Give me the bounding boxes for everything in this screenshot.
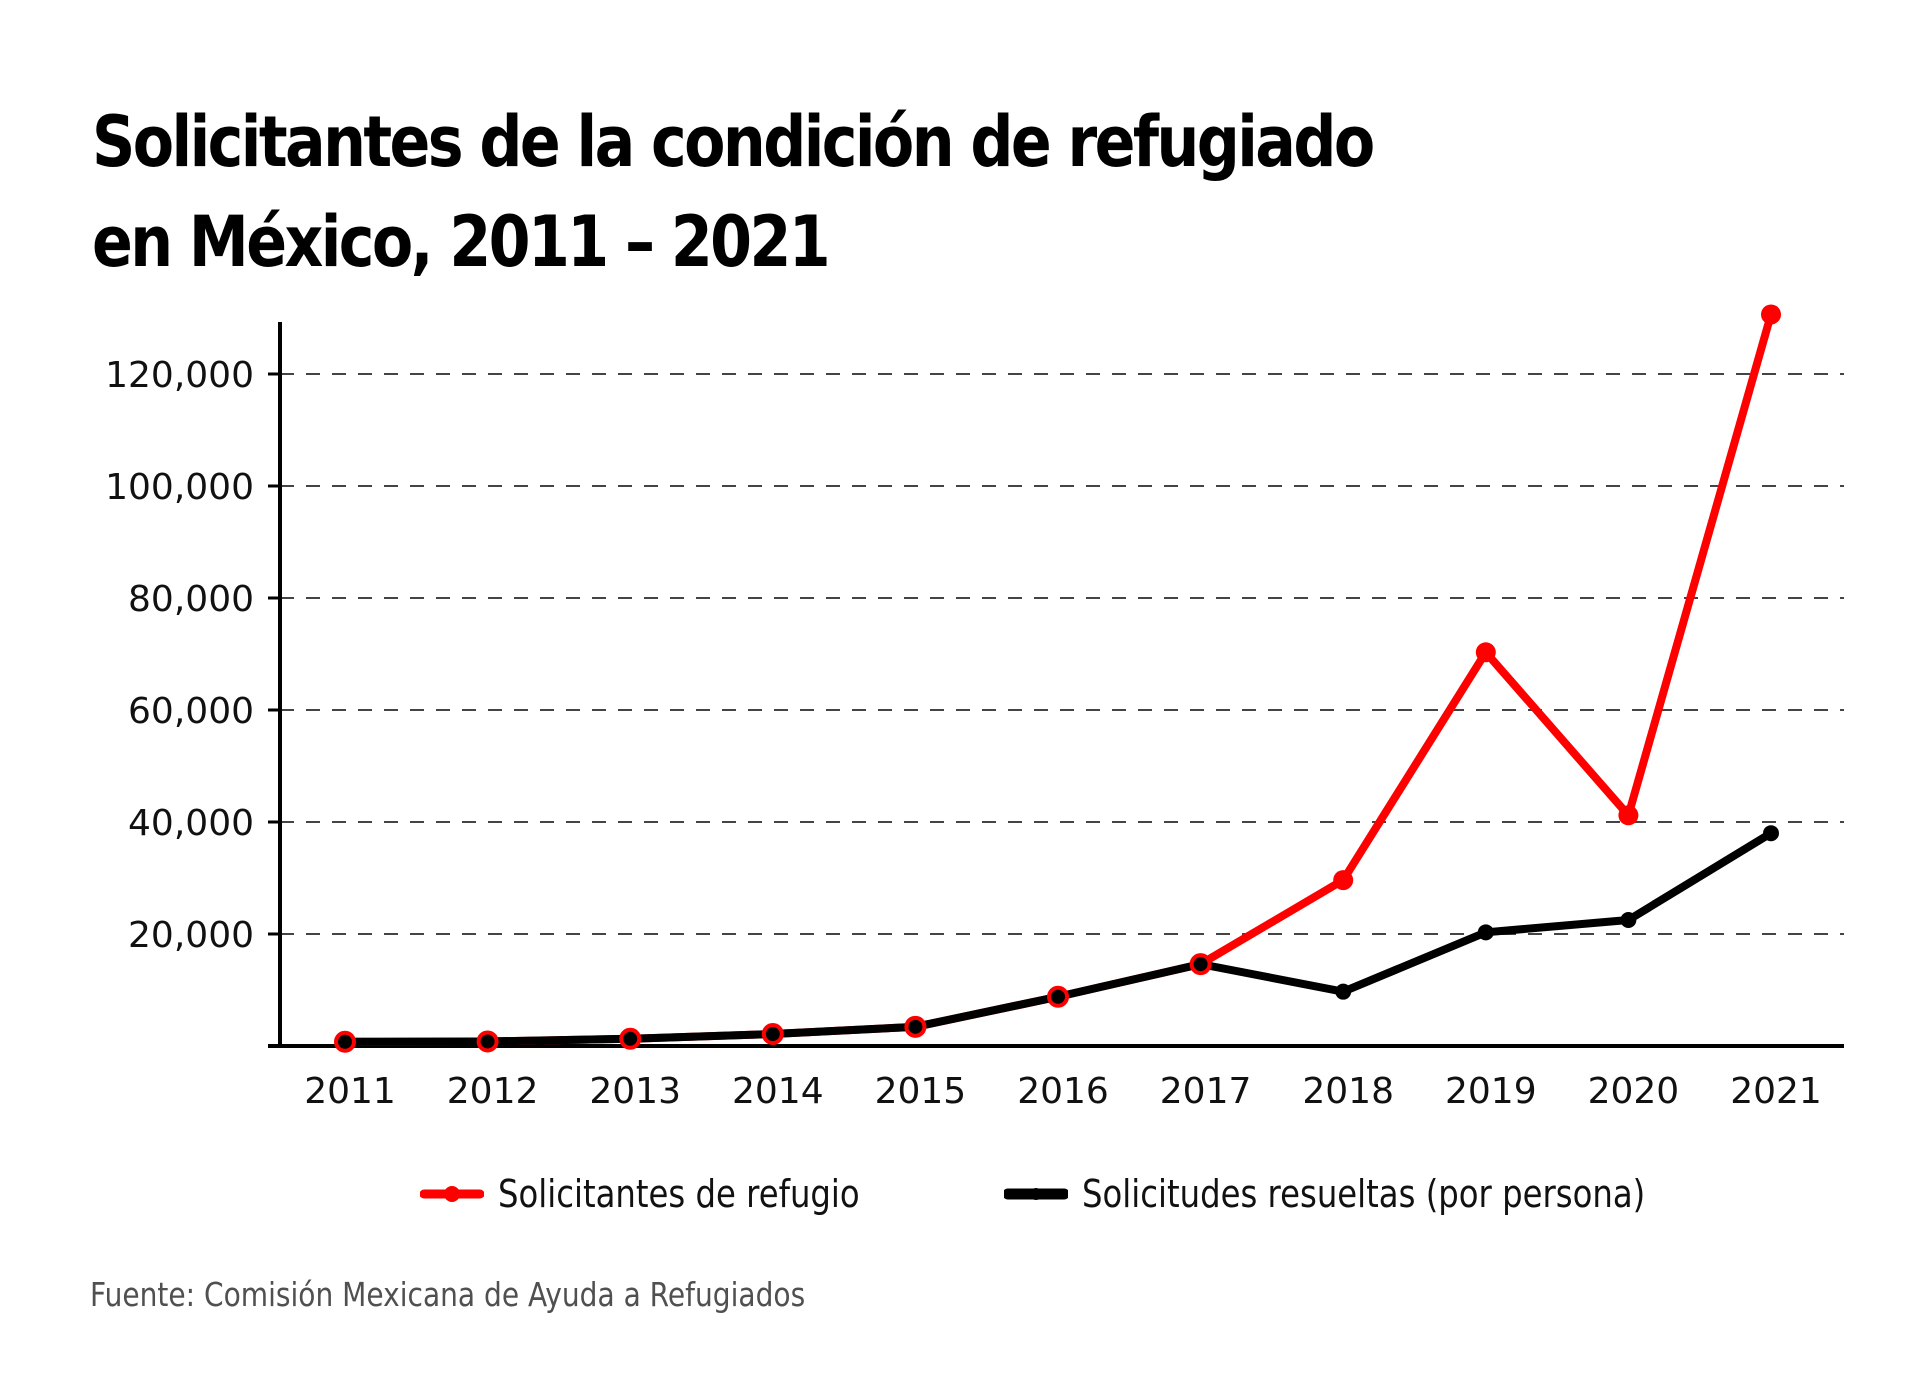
data-point-solicitantes — [1333, 870, 1354, 891]
data-point-solicitantes — [619, 1027, 642, 1050]
data-point-solicitantes — [904, 1015, 927, 1038]
data-point-resueltas — [1620, 912, 1637, 928]
legend-item-resueltas: Solicitudes resueltas (por persona) — [1003, 1172, 1745, 1216]
x-tick-label: 2014 — [732, 1071, 824, 1112]
data-point-solicitantes — [1761, 304, 1781, 325]
legend-item-solicitantes: Solicitantes de refugio — [420, 1172, 924, 1216]
x-tick-label: 2017 — [1160, 1071, 1252, 1112]
data-point-resueltas — [1477, 924, 1494, 941]
y-tick-label: 60,000 — [128, 691, 254, 732]
chart-title: Solicitantes de la condición de refugiad… — [92, 92, 1375, 292]
data-point-solicitantes — [476, 1030, 499, 1053]
x-axis-ticks: 2011 2012 2013 2014 2015 2016 2017 2018 2019 2020… — [304, 1071, 1822, 1112]
series-line-solicitantes — [344, 313, 1775, 1046]
x-tick-label: 2012 — [447, 1071, 539, 1112]
y-tick-label: 80,000 — [128, 579, 254, 620]
black-line-dot-icon — [1003, 1188, 1068, 1200]
data-point-solicitantes — [761, 1023, 784, 1046]
x-tick-label: 2016 — [1017, 1071, 1109, 1112]
x-tick-label: 2015 — [875, 1071, 967, 1112]
x-tick-label: 2018 — [1302, 1071, 1394, 1112]
data-point-solicitantes — [1047, 985, 1069, 1008]
chart-title-line-1: Solicitantes de la condición de refugiad… — [92, 101, 1375, 183]
gridlines — [280, 373, 1844, 935]
legend-label: Solicitudes resueltas (por persona) — [1081, 1172, 1645, 1216]
data-point-solicitantes — [334, 1030, 356, 1053]
y-tick-label: 100,000 — [105, 467, 254, 508]
y-tick-label: 40,000 — [128, 803, 254, 844]
data-point-resueltas — [1335, 983, 1352, 1000]
source-note: Fuente: Comisión Mexicana de Ayuda a Ref… — [90, 1275, 806, 1314]
x-tick-label: 2021 — [1730, 1071, 1822, 1112]
legend-label: Solicitantes de refugio — [498, 1172, 860, 1216]
series-line-resueltas — [344, 829, 1774, 1046]
series-layer — [334, 304, 1781, 1053]
y-axis-ticks: 20,000 40,000 60,000 80,000 100,000 120,000 — [105, 355, 280, 956]
y-tick-label: 20,000 — [128, 915, 254, 956]
legend: Solicitantes de refugio Solicitudes resu… — [420, 1172, 1744, 1216]
data-point-solicitantes — [1475, 642, 1496, 663]
x-tick-label: 2013 — [589, 1071, 681, 1112]
x-tick-label: 2011 — [304, 1071, 396, 1112]
chart-title-line-2: en México, 2011 – 2021 — [92, 201, 831, 283]
data-point-resueltas — [1763, 825, 1779, 842]
data-point-solicitantes — [1618, 805, 1639, 826]
y-tick-label: 120,000 — [105, 355, 254, 396]
red-line-dot-icon — [420, 1186, 484, 1202]
x-tick-label: 2020 — [1588, 1071, 1680, 1112]
data-point-solicitantes — [1189, 953, 1212, 976]
x-tick-label: 2019 — [1445, 1071, 1537, 1112]
